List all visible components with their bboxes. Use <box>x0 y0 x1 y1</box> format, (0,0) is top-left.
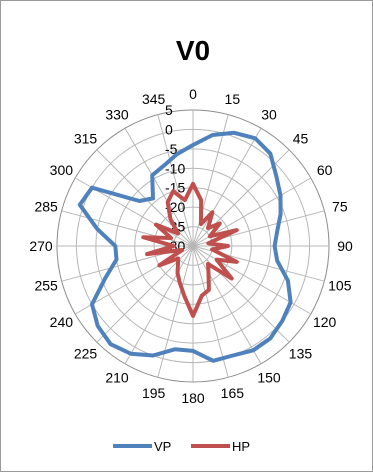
series-layer <box>77 130 293 363</box>
grid-spoke <box>157 114 194 247</box>
radial-tick-label: -15 <box>165 180 185 196</box>
angle-tick-label: 315 <box>74 131 98 147</box>
series-line-vp <box>77 130 293 363</box>
angle-tick-label: 180 <box>181 390 205 406</box>
angle-tick-label: 255 <box>34 277 58 293</box>
grid-spoke <box>157 245 194 378</box>
legend: VP HP <box>113 439 250 454</box>
angle-tick-label: 165 <box>221 385 245 401</box>
radial-tick-label: -10 <box>165 160 185 176</box>
angle-tick-label: 225 <box>74 345 98 361</box>
angle-tick-label: 270 <box>29 238 53 254</box>
angle-tick-label: 75 <box>332 199 348 215</box>
legend-label-vp: VP <box>154 439 171 454</box>
angle-tick-label: 300 <box>50 162 74 178</box>
legend-label-hp: HP <box>232 439 250 454</box>
angle-tick-label: 0 <box>189 86 197 102</box>
angle-tick-label: 240 <box>50 314 74 330</box>
angle-tick-label: 60 <box>317 162 333 178</box>
angle-tick-label: 15 <box>225 91 241 107</box>
series-line-hp <box>141 181 239 318</box>
radial-tick-label: 0 <box>165 121 173 137</box>
grid-spoke <box>192 114 229 247</box>
angle-tick-label: 150 <box>257 370 281 386</box>
grid-spoke <box>124 127 194 247</box>
angle-tick-label: 90 <box>337 238 353 254</box>
angle-tick-label: 120 <box>313 314 337 330</box>
angle-tick-label: 30 <box>261 106 277 122</box>
grid-spoke <box>192 127 262 247</box>
angle-tick-label: 45 <box>293 131 309 147</box>
grid-spoke <box>61 210 194 247</box>
grid-spoke <box>124 245 194 365</box>
grid-spoke <box>192 245 262 365</box>
angle-tick-label: 105 <box>328 277 352 293</box>
angle-tick-label: 285 <box>34 199 58 215</box>
angle-tick-label: 210 <box>105 370 129 386</box>
grid-spoke <box>192 245 290 343</box>
angle-tick-label: 345 <box>142 91 166 107</box>
radial-tick-label: 5 <box>165 102 173 118</box>
angle-tick-label: 195 <box>142 385 166 401</box>
angle-tick-label: 135 <box>289 345 313 361</box>
polar-grid <box>56 109 330 383</box>
chart-title: V0 <box>176 35 210 66</box>
angle-tick-label: 330 <box>105 106 129 122</box>
grid-spoke <box>192 245 229 378</box>
radial-tick-label: -5 <box>165 141 178 157</box>
